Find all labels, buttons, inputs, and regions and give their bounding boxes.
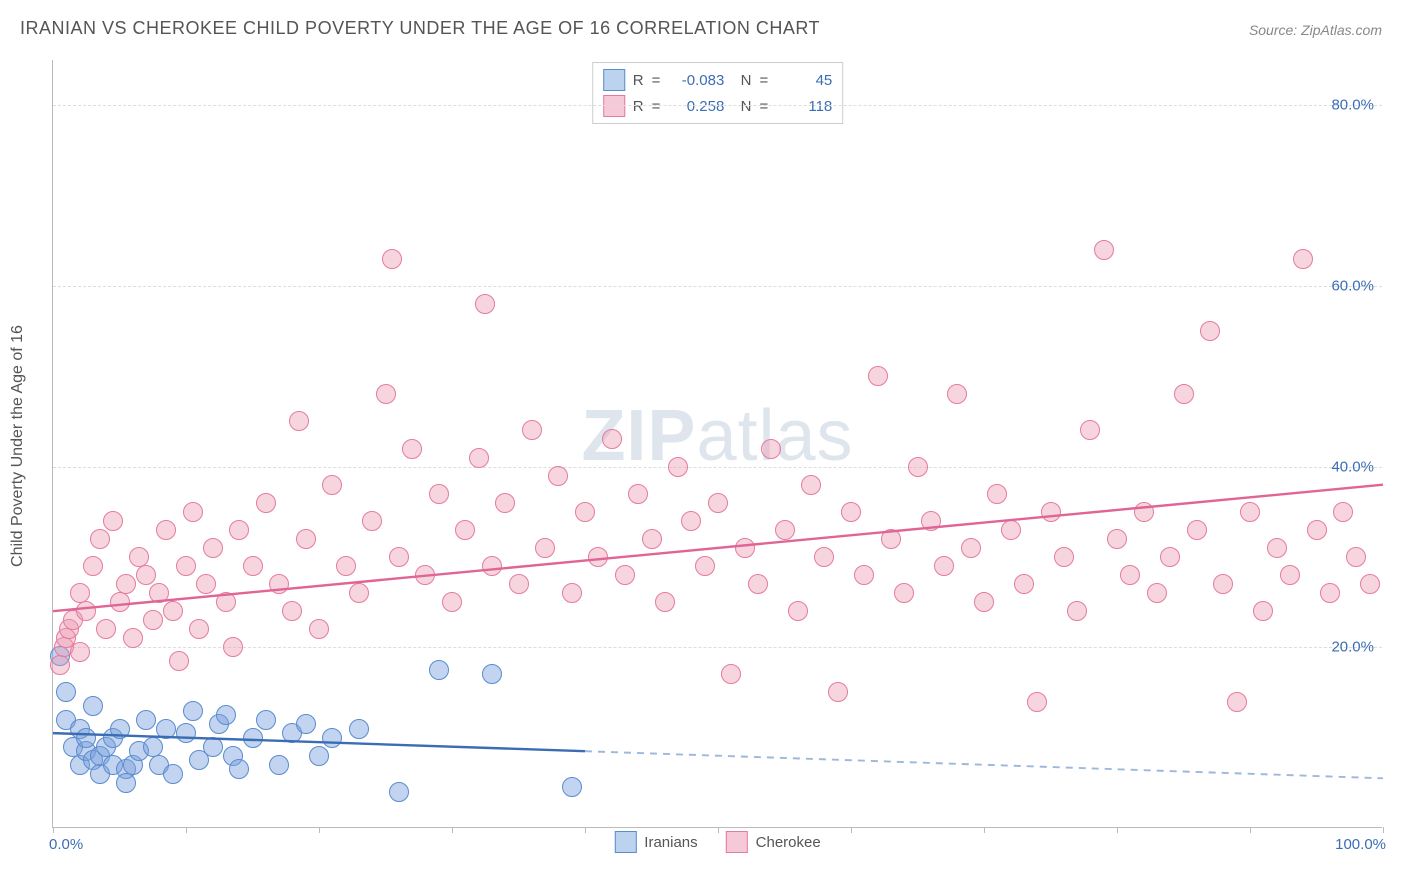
x-tick: [1383, 827, 1384, 833]
legend-label-cherokee: Cherokee: [756, 834, 821, 851]
trend-line-iranians-solid: [53, 733, 585, 751]
swatch-cherokee: [726, 831, 748, 853]
legend-item-iranians: Iranians: [614, 831, 697, 853]
x-axis-max-label: 100.0%: [1335, 836, 1386, 853]
bottom-legend: Iranians Cherokee: [614, 831, 820, 853]
swatch-iranians: [614, 831, 636, 853]
legend-label-iranians: Iranians: [644, 834, 697, 851]
plot-area: ZIPatlas R = -0.083 N = 45 R = 0.258 N =…: [52, 60, 1382, 828]
x-axis-min-label: 0.0%: [49, 836, 83, 853]
trend-line-cherokee: [53, 485, 1383, 611]
legend-item-cherokee: Cherokee: [726, 831, 821, 853]
chart-title: IRANIAN VS CHEROKEE CHILD POVERTY UNDER …: [20, 18, 820, 39]
trend-lines: [53, 60, 1383, 828]
y-axis-label: Child Poverty Under the Age of 16: [9, 325, 27, 567]
source-attribution: Source: ZipAtlas.com: [1249, 22, 1382, 38]
trend-line-iranians-dashed: [585, 751, 1383, 778]
